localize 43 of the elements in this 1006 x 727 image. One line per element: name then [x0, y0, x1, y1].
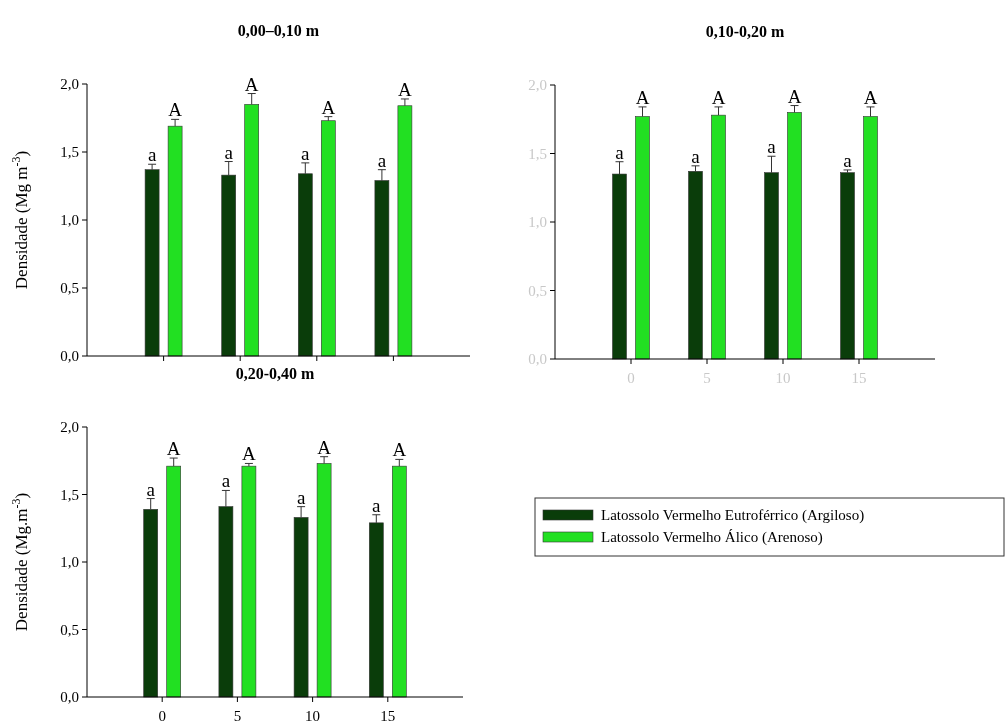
y-tick-label: 1,5 — [60, 144, 79, 161]
annotation: a — [377, 149, 387, 171]
chart-title: 0,20-0,40 m — [235, 365, 315, 382]
annotation: a — [615, 141, 625, 163]
annotation: a — [372, 494, 382, 516]
y-tick-label: 0,0 — [60, 689, 79, 706]
annotation: A — [711, 86, 726, 108]
annotation: a — [147, 144, 157, 166]
annotation: A — [317, 436, 332, 458]
annotation: a — [843, 149, 853, 171]
chart-title: 0,00–0,10 m — [237, 22, 320, 39]
annotation: A — [168, 99, 183, 121]
annotation: A — [398, 78, 413, 100]
x-tick-label: 15 — [380, 708, 396, 724]
x-tick-label: 5 — [233, 708, 242, 724]
y-tick-label: 1,5 — [60, 486, 79, 503]
annotation: a — [146, 478, 156, 500]
legend-label: Latossolo Vermelho Eutroférrico (Argiloso) — [601, 507, 865, 524]
annotation: a — [691, 145, 701, 167]
annotation: A — [321, 96, 336, 118]
chart-title: 0,10-0,20 m — [705, 23, 785, 40]
x-tick-label: 10 — [305, 708, 321, 724]
annotation: a — [296, 486, 306, 508]
annotation: a — [301, 142, 311, 164]
y-tick-label: 2,0 — [60, 419, 79, 436]
y-tick-label: 2,0 — [60, 76, 79, 93]
legend-label: Latossolo Vermelho Álico (Arenoso) — [601, 529, 823, 546]
annotation: A — [392, 439, 407, 461]
annotation: A — [166, 438, 181, 460]
annotation: A — [242, 443, 257, 465]
annotation: A — [787, 85, 802, 107]
annotation: A — [244, 73, 259, 95]
x-tick-label: 0 — [158, 708, 166, 724]
y-tick-label: 0,5 — [60, 280, 79, 297]
y-tick-label: 1,0 — [60, 212, 79, 229]
annotation: a — [767, 136, 777, 158]
annotation: A — [863, 86, 878, 108]
y-tick-label: 0,0 — [60, 348, 79, 365]
annotation: A — [635, 86, 650, 108]
annotation: a — [221, 470, 231, 492]
y-tick-label: 1,0 — [60, 554, 79, 571]
y-tick-label: 0,5 — [60, 621, 79, 638]
annotation: a — [224, 141, 234, 163]
